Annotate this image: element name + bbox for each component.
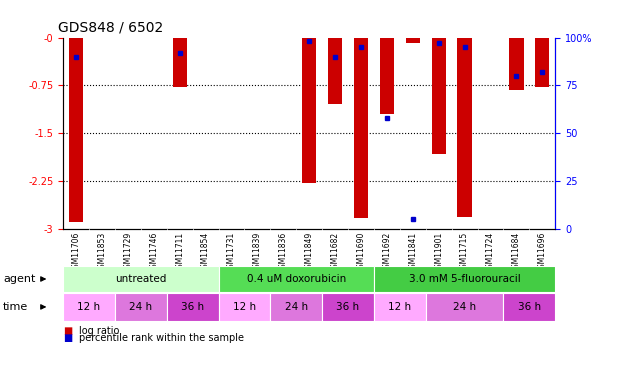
Text: untreated: untreated — [115, 274, 167, 284]
Text: 24 h: 24 h — [453, 302, 476, 312]
Text: GSM11901: GSM11901 — [434, 232, 443, 273]
Text: 36 h: 36 h — [181, 302, 204, 312]
Bar — [426, 293, 504, 321]
Text: ■: ■ — [63, 326, 73, 336]
Text: GSM11690: GSM11690 — [357, 232, 365, 273]
Bar — [406, 38, 420, 43]
Text: log ratio: log ratio — [79, 326, 119, 336]
Bar — [374, 293, 426, 321]
Bar — [167, 293, 218, 321]
Text: GDS848 / 6502: GDS848 / 6502 — [58, 21, 163, 35]
Text: time: time — [3, 302, 28, 312]
Text: 36 h: 36 h — [518, 302, 541, 312]
Text: GSM11715: GSM11715 — [460, 232, 469, 273]
Bar — [328, 38, 342, 104]
Text: GSM11746: GSM11746 — [150, 232, 158, 273]
Text: GSM11696: GSM11696 — [538, 232, 547, 273]
Text: GSM11854: GSM11854 — [201, 232, 210, 273]
Text: GSM11682: GSM11682 — [331, 232, 339, 273]
Text: GSM11692: GSM11692 — [382, 232, 391, 273]
Bar — [270, 293, 322, 321]
Bar — [322, 293, 374, 321]
Text: 24 h: 24 h — [129, 302, 152, 312]
Bar — [354, 38, 368, 218]
Text: 12 h: 12 h — [78, 302, 100, 312]
Text: 12 h: 12 h — [388, 302, 411, 312]
Bar — [535, 38, 550, 87]
Bar — [115, 293, 167, 321]
Bar — [218, 293, 270, 321]
Text: agent: agent — [3, 274, 35, 284]
Text: GSM11684: GSM11684 — [512, 232, 521, 273]
Text: GSM11706: GSM11706 — [71, 232, 81, 273]
Text: GSM11724: GSM11724 — [486, 232, 495, 273]
Bar — [374, 266, 555, 292]
Text: GSM11839: GSM11839 — [253, 232, 262, 273]
Text: ■: ■ — [63, 333, 73, 343]
Text: GSM11711: GSM11711 — [175, 232, 184, 273]
Bar — [172, 38, 187, 87]
Text: 24 h: 24 h — [285, 302, 308, 312]
Text: GSM11731: GSM11731 — [227, 232, 236, 273]
Text: GSM11853: GSM11853 — [97, 232, 107, 273]
Text: percentile rank within the sample: percentile rank within the sample — [79, 333, 244, 343]
Bar — [432, 38, 446, 154]
Bar — [302, 38, 316, 183]
Text: GSM11841: GSM11841 — [408, 232, 417, 273]
Bar — [218, 266, 374, 292]
Bar — [69, 38, 83, 222]
Text: GSM11849: GSM11849 — [305, 232, 314, 273]
Text: 3.0 mM 5-fluorouracil: 3.0 mM 5-fluorouracil — [409, 274, 521, 284]
Bar — [509, 38, 524, 90]
Text: 12 h: 12 h — [233, 302, 256, 312]
Bar — [457, 38, 472, 217]
Text: GSM11836: GSM11836 — [279, 232, 288, 273]
Bar — [63, 266, 218, 292]
Text: 36 h: 36 h — [336, 302, 360, 312]
Bar — [504, 293, 555, 321]
Text: 0.4 uM doxorubicin: 0.4 uM doxorubicin — [247, 274, 346, 284]
Bar — [63, 293, 115, 321]
Text: GSM11729: GSM11729 — [124, 232, 133, 273]
Bar — [380, 38, 394, 114]
